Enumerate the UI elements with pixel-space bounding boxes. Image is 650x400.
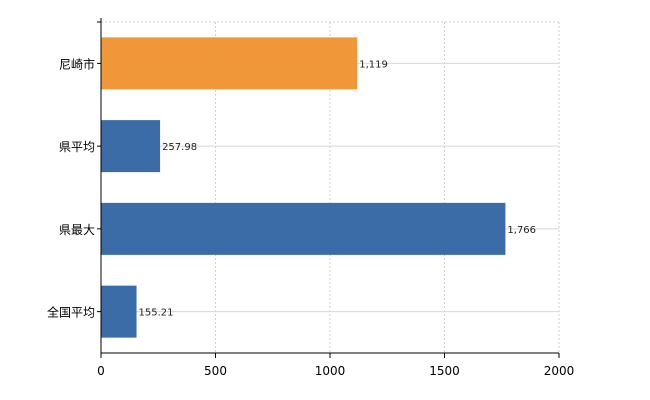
category-label: 全国平均 [47,305,95,320]
x-tick-label: 500 [204,364,227,378]
bar [101,37,358,90]
axis-layer [97,18,560,358]
category-label: 県平均 [59,140,95,154]
bar-value-label: 1,119 [359,59,388,70]
bar [101,120,161,173]
bars-layer [101,37,506,338]
bar [101,202,506,255]
labels-layer: 1,119 尼崎市 257.98 県平均 1,766 県最大 155.21 全国平均 0 500 1… [47,56,574,378]
bar-value-label: 155.21 [139,308,174,319]
bar-value-label: 257.98 [162,142,197,153]
x-tick-label: 2000 [544,364,575,378]
x-tick-label: 1000 [315,364,346,378]
x-tick-label: 1500 [429,364,460,378]
category-label: 県最大 [59,223,95,237]
x-tick-label: 0 [97,364,105,378]
category-label: 尼崎市 [59,56,95,71]
bar-value-label: 1,766 [507,225,536,236]
bar [101,285,137,338]
